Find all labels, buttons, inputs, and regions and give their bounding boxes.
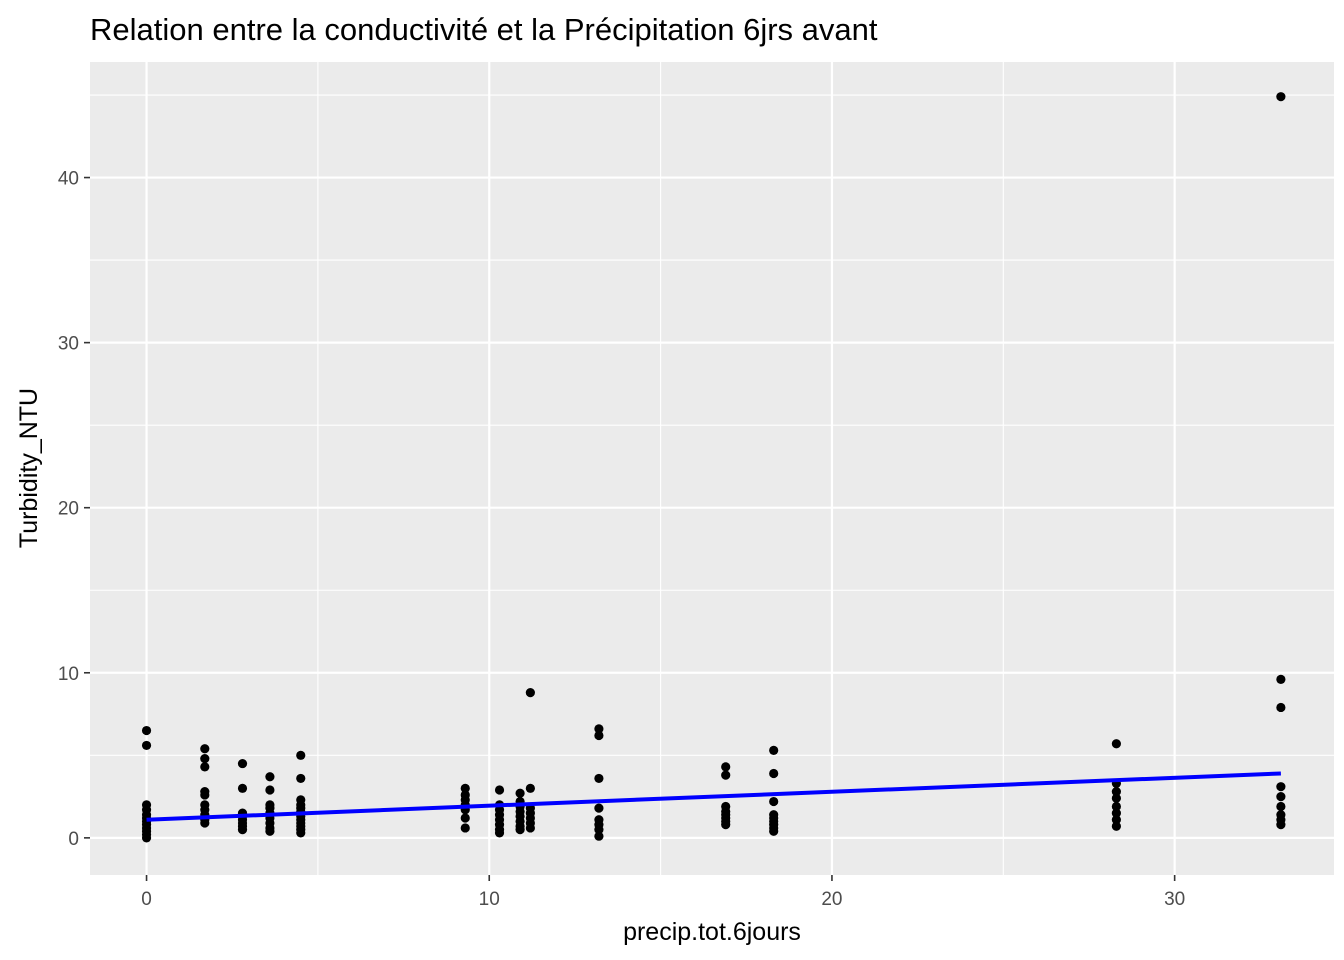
data-point (594, 825, 604, 835)
data-point (1111, 821, 1121, 831)
data-point (1111, 787, 1121, 797)
trend-line-group (146, 771, 1281, 822)
data-point (1111, 815, 1121, 825)
data-points (141, 92, 1286, 843)
data-point (525, 687, 535, 698)
data-point (200, 744, 210, 754)
y-tick-label: 20 (58, 499, 79, 520)
data-point (296, 828, 306, 838)
x-tick-label: 0 (141, 889, 152, 910)
data-point (494, 828, 505, 838)
data-point (141, 740, 152, 751)
data-point (237, 783, 248, 793)
data-point (1276, 820, 1286, 830)
data-point (594, 773, 604, 784)
data-point (594, 803, 604, 813)
trend-line (146, 771, 1281, 822)
data-point (296, 773, 306, 784)
x-tick-label: 30 (1164, 889, 1185, 910)
data-point (769, 768, 779, 779)
x-axis-title: precip.tot.6jours (623, 918, 801, 946)
data-point (1111, 793, 1121, 803)
x-tick-label: 10 (479, 889, 500, 910)
data-point (594, 831, 604, 841)
x-tick-label: 20 (821, 889, 842, 910)
y-tick-label: 40 (58, 169, 79, 190)
grid-lines (90, 62, 1334, 875)
data-point (237, 758, 248, 769)
data-point (525, 823, 535, 833)
data-point (515, 788, 525, 798)
plot-panel (90, 62, 1334, 875)
data-point (721, 770, 731, 780)
data-point (1276, 791, 1286, 802)
data-point (769, 796, 779, 807)
data-point (721, 762, 731, 772)
data-point (200, 754, 210, 764)
data-point (1276, 674, 1286, 684)
data-point (296, 750, 306, 760)
chart-title: Relation entre la conductivité et la Pré… (90, 12, 878, 47)
data-point (525, 783, 535, 793)
y-tick-label: 0 (68, 829, 79, 850)
data-point (1276, 801, 1286, 812)
data-point (494, 785, 505, 795)
data-point (1276, 782, 1286, 792)
data-point (594, 724, 604, 734)
x-axis-ticks: 0 10 20 30 (141, 875, 1185, 910)
data-point (141, 725, 152, 736)
data-point (515, 825, 525, 835)
data-point (460, 823, 470, 833)
data-point (200, 818, 210, 828)
data-point (265, 772, 275, 782)
data-point (1111, 801, 1121, 812)
data-point (1111, 739, 1121, 749)
data-point (265, 826, 275, 836)
data-point (460, 783, 470, 793)
data-point (460, 813, 470, 823)
data-point (1111, 808, 1121, 818)
data-point (769, 745, 779, 755)
data-point (594, 730, 604, 741)
data-point (1276, 702, 1286, 713)
data-point (237, 825, 248, 835)
y-axis-ticks: 0 10 20 30 40 (58, 169, 90, 850)
y-axis-title: Turbidity_NTU (15, 388, 43, 548)
data-point (141, 833, 152, 843)
data-point (1276, 92, 1286, 102)
data-point (769, 826, 779, 836)
data-point (200, 762, 210, 772)
y-tick-label: 10 (58, 664, 79, 685)
y-tick-label: 30 (58, 334, 79, 355)
data-point (721, 820, 731, 830)
data-point (265, 785, 275, 795)
data-point (200, 790, 210, 800)
